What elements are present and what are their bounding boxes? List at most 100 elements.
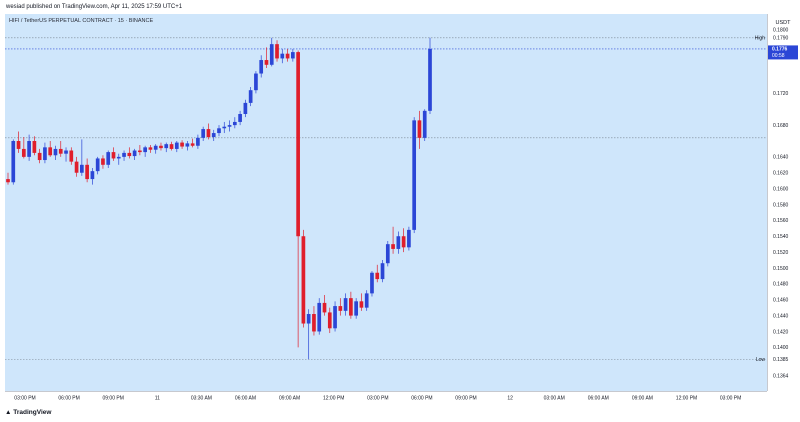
candle-body	[291, 52, 295, 59]
candle-body	[301, 236, 306, 324]
price-tick-label: 0.1600	[773, 186, 789, 192]
candle-body	[322, 302, 327, 313]
candle-body	[422, 110, 427, 138]
time-tick-label: 03:30 AM	[191, 396, 212, 402]
candle-body	[217, 128, 221, 134]
candle-body	[359, 301, 364, 308]
price-tick-label: 0.1400	[773, 345, 789, 351]
candle-body	[391, 244, 395, 249]
price-tick-label: 0.1800	[773, 28, 789, 34]
candle-body	[32, 140, 37, 153]
candle-body	[206, 129, 211, 138]
candle-body	[132, 150, 137, 157]
time-tick-label: 09:00 PM	[455, 396, 476, 402]
time-tick-label: 03:00 PM	[367, 396, 388, 402]
plot-area[interactable]	[5, 14, 767, 391]
time-tick-label: 03:00 AM	[544, 396, 565, 402]
candle-body	[27, 140, 31, 157]
current-price-badge	[768, 45, 798, 60]
candle-body	[185, 143, 190, 147]
candle-body	[285, 53, 290, 59]
candle-body	[174, 142, 179, 149]
candle-body	[106, 152, 111, 165]
candle-body	[53, 148, 58, 156]
price-tick-label: 0.1620	[773, 171, 789, 177]
candle-body	[349, 298, 353, 316]
price-tick-label: 0.1364	[773, 374, 789, 380]
candle-body	[169, 144, 174, 149]
candle-body	[227, 125, 232, 127]
price-tick-label: 0.1500	[773, 266, 789, 272]
candle-body	[190, 143, 195, 146]
time-tick-label: 06:00 AM	[588, 396, 609, 402]
candle-body	[122, 152, 126, 157]
candle-body	[153, 145, 158, 150]
price-tick-label: 0.1560	[773, 218, 789, 224]
candle-body	[370, 272, 374, 294]
candle-body	[222, 126, 227, 129]
candle-body	[248, 90, 253, 103]
candle-body	[101, 158, 105, 165]
time-tick-label: 06:00 AM	[235, 396, 256, 402]
price-tick-label: 0.1440	[773, 313, 789, 319]
time-tick-label: 09:00 AM	[279, 396, 300, 402]
candle-body	[254, 73, 258, 91]
tradingview-logo-text: TradingView	[13, 409, 52, 416]
candle-body	[58, 148, 63, 154]
candle-body	[95, 158, 100, 172]
time-tick-label: 11	[155, 396, 160, 402]
candle-body	[275, 44, 279, 59]
candle-body	[180, 142, 184, 147]
candle-body	[317, 302, 322, 332]
candle-body	[37, 152, 42, 161]
candle-body	[401, 236, 406, 248]
price-axis[interactable]	[767, 14, 800, 391]
candle-body	[43, 147, 47, 161]
candle-body	[428, 48, 432, 111]
candle-body	[333, 306, 337, 329]
price-tick-label: 0.1540	[773, 234, 789, 240]
currency-label: USDT	[776, 20, 792, 26]
candle-body	[21, 148, 26, 157]
candle-body	[280, 53, 285, 59]
candle-body	[343, 298, 348, 311]
time-tick-label: 12:00 PM	[323, 396, 344, 402]
footer: ▲ TradingView	[0, 404, 800, 422]
price-tick-label: 0.1680	[773, 123, 789, 129]
price-tick-label: 0.1720	[773, 91, 789, 97]
tradingview-logo-icon: ▲	[5, 409, 12, 416]
price-tick-label: 0.1460	[773, 298, 789, 304]
candle-body	[327, 312, 332, 329]
candle-body	[264, 60, 269, 65]
price-tick-label: 0.1580	[773, 202, 789, 208]
candle-body	[296, 52, 300, 237]
candle-body	[143, 147, 147, 153]
candle-body	[306, 314, 311, 324]
candle-body	[196, 137, 200, 146]
candle-body	[85, 164, 89, 180]
price-tick-label: 0.1520	[773, 250, 789, 256]
price-tick-label: 0.1480	[773, 282, 789, 288]
candle-body	[164, 144, 169, 149]
time-axis[interactable]	[5, 391, 767, 404]
candle-body	[354, 301, 358, 316]
time-tick-label: 06:00 PM	[58, 396, 79, 402]
candle-body	[127, 152, 132, 157]
publish-header: wesiad published on TradingView.com, Apr…	[0, 0, 800, 14]
time-tick-label: 09:00 PM	[102, 396, 123, 402]
time-tick-label: 03:00 PM	[720, 396, 741, 402]
price-tick-label: 0.1385	[773, 357, 789, 363]
candle-body	[396, 236, 401, 249]
price-tick-label: 0.1420	[773, 329, 789, 335]
candle-body	[201, 129, 206, 138]
time-tick-label: 12:00 PM	[676, 396, 697, 402]
symbol-title: HIFI / TetherUS PERPETUAL CONTRACT · 15 …	[9, 18, 154, 24]
candle-body	[312, 314, 316, 332]
candle-body	[6, 179, 10, 183]
candle-body	[90, 171, 95, 180]
candle-body	[412, 120, 417, 230]
candle-body	[69, 150, 74, 162]
candle-body	[211, 133, 216, 138]
time-tick-label: 09:00 AM	[632, 396, 653, 402]
candle-body	[80, 164, 84, 173]
